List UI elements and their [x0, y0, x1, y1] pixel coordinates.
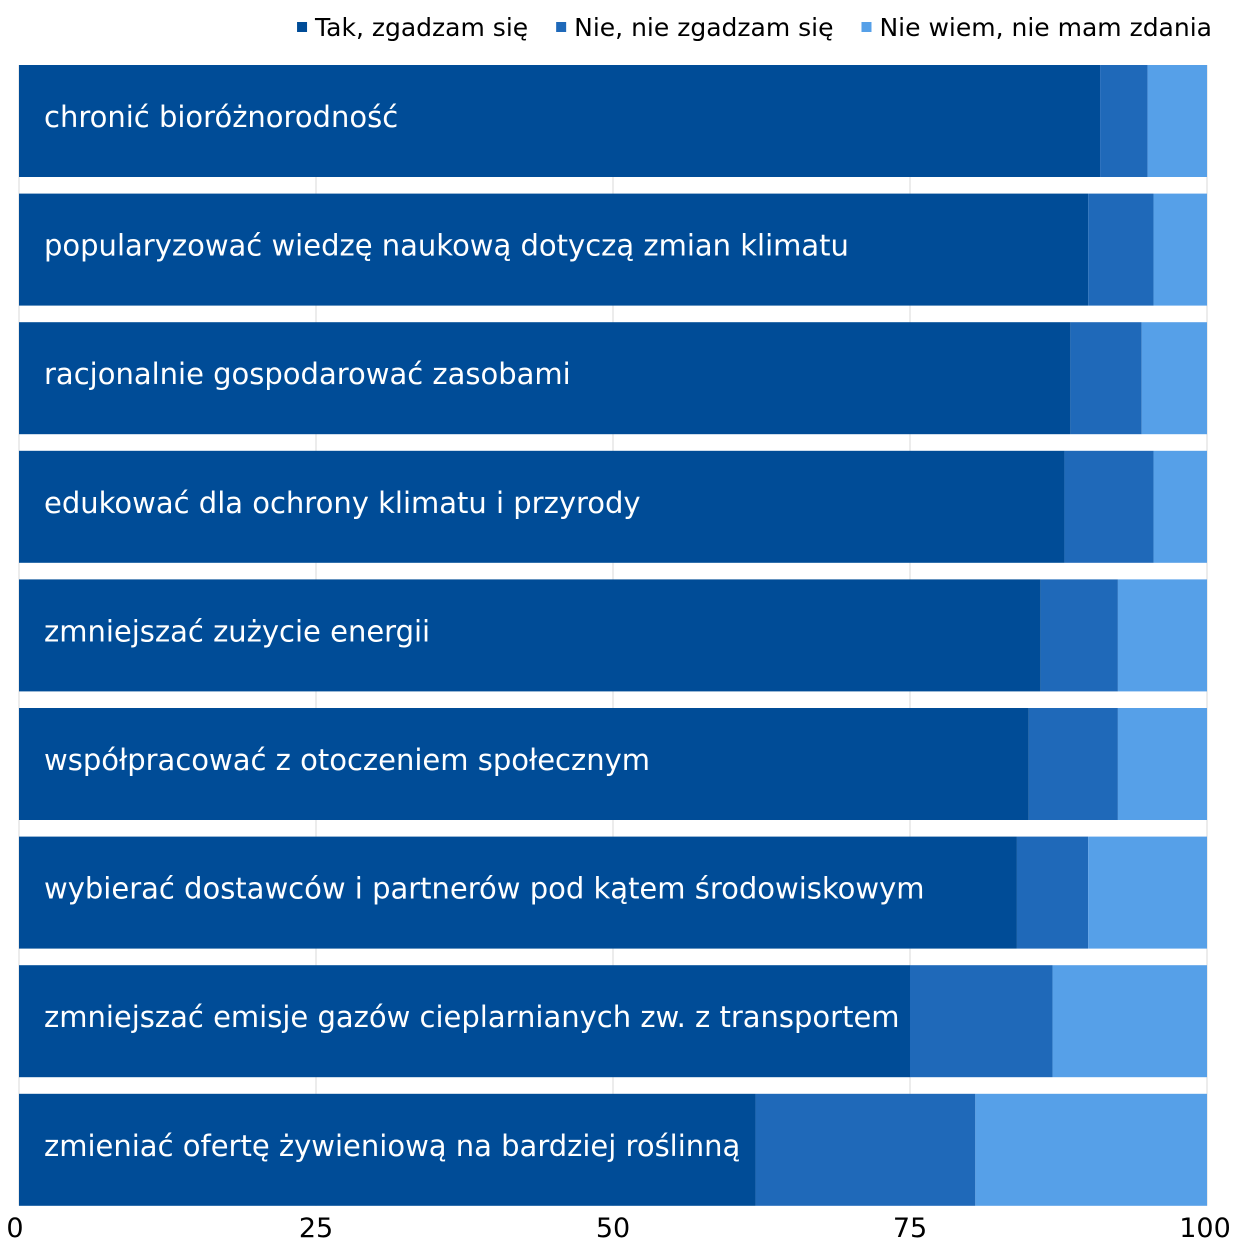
bar-segment: [1088, 836, 1207, 949]
bar-segment: [755, 1093, 976, 1206]
bar-segment: [19, 450, 1065, 563]
x-tick-label: 75: [893, 1213, 927, 1244]
bar-segment: [19, 708, 1029, 820]
bar-segment: [1064, 450, 1154, 563]
category-labels: chronić bioróżnorodność popularyzować wie…: [44, 100, 925, 1163]
bar-segment: [1040, 579, 1118, 692]
category-label: wybierać dostawców i partnerów pod kątem…: [44, 872, 925, 906]
category-label: współpracować z otoczeniem społecznym: [44, 743, 650, 777]
bar-segment: [19, 193, 1089, 306]
bar-segment: [19, 322, 1071, 435]
x-tick-label: 100: [1179, 1213, 1231, 1244]
bar-segment: [975, 1093, 1207, 1206]
category-label: zmieniać ofertę żywieniową na bardziej r…: [44, 1129, 740, 1163]
bar-segment: [1028, 708, 1118, 820]
bar-segment: [910, 965, 1053, 1078]
category-label: chronić bioróżnorodność: [44, 100, 398, 134]
legend-swatch: [861, 22, 872, 32]
bar-segment: [19, 965, 910, 1078]
x-tick-label: 50: [596, 1213, 630, 1244]
bars: [19, 65, 1207, 1206]
bar-segment: [19, 1093, 756, 1206]
bar-segment: [19, 836, 1017, 949]
bar-segment: [1153, 450, 1207, 563]
bar-segment: [1153, 193, 1207, 306]
category-label: racjonalnie gospodarować zasobami: [44, 357, 571, 391]
legend-swatch: [556, 22, 567, 32]
legend: Tak, zgadzam się Nie, nie zgadzam się Nie …: [297, 13, 1212, 42]
legend-label: Nie, nie zgadzam się: [574, 13, 833, 42]
x-tick-label: 0: [6, 1213, 23, 1244]
bar-segment: [1052, 965, 1207, 1078]
bar-segment: [1016, 836, 1089, 949]
category-label: zmniejszać zużycie energii: [44, 614, 430, 648]
legend-item: Nie wiem, nie mam zdania: [861, 13, 1212, 42]
category-label: popularyzować wiedzę naukową dotyczą zmi…: [44, 229, 849, 263]
category-label: edukować dla ochrony klimatu i przyrody: [44, 486, 641, 520]
bar-segment: [19, 579, 1041, 692]
bar-segment: [1100, 65, 1148, 177]
bar-segment: [1117, 579, 1207, 692]
x-axis-ticks: 0 25 50 75 100: [6, 1213, 1230, 1244]
bar-segment: [1070, 322, 1142, 435]
bar-segment: [1088, 193, 1154, 306]
bar-segment: [1147, 65, 1207, 177]
bar-segment: [1141, 322, 1207, 435]
legend-item: Nie, nie zgadzam się: [556, 13, 833, 42]
category-label: zmniejszać emisje gazów cieplarnianych z…: [44, 1000, 900, 1034]
legend-label: Tak, zgadzam się: [314, 13, 528, 42]
legend-item: Tak, zgadzam się: [297, 13, 528, 42]
bar-segment: [1117, 708, 1207, 820]
legend-swatch: [297, 22, 308, 32]
bar-segment: [19, 65, 1101, 177]
x-tick-label: 25: [299, 1213, 333, 1244]
legend-label: Nie wiem, nie mam zdania: [879, 13, 1212, 42]
